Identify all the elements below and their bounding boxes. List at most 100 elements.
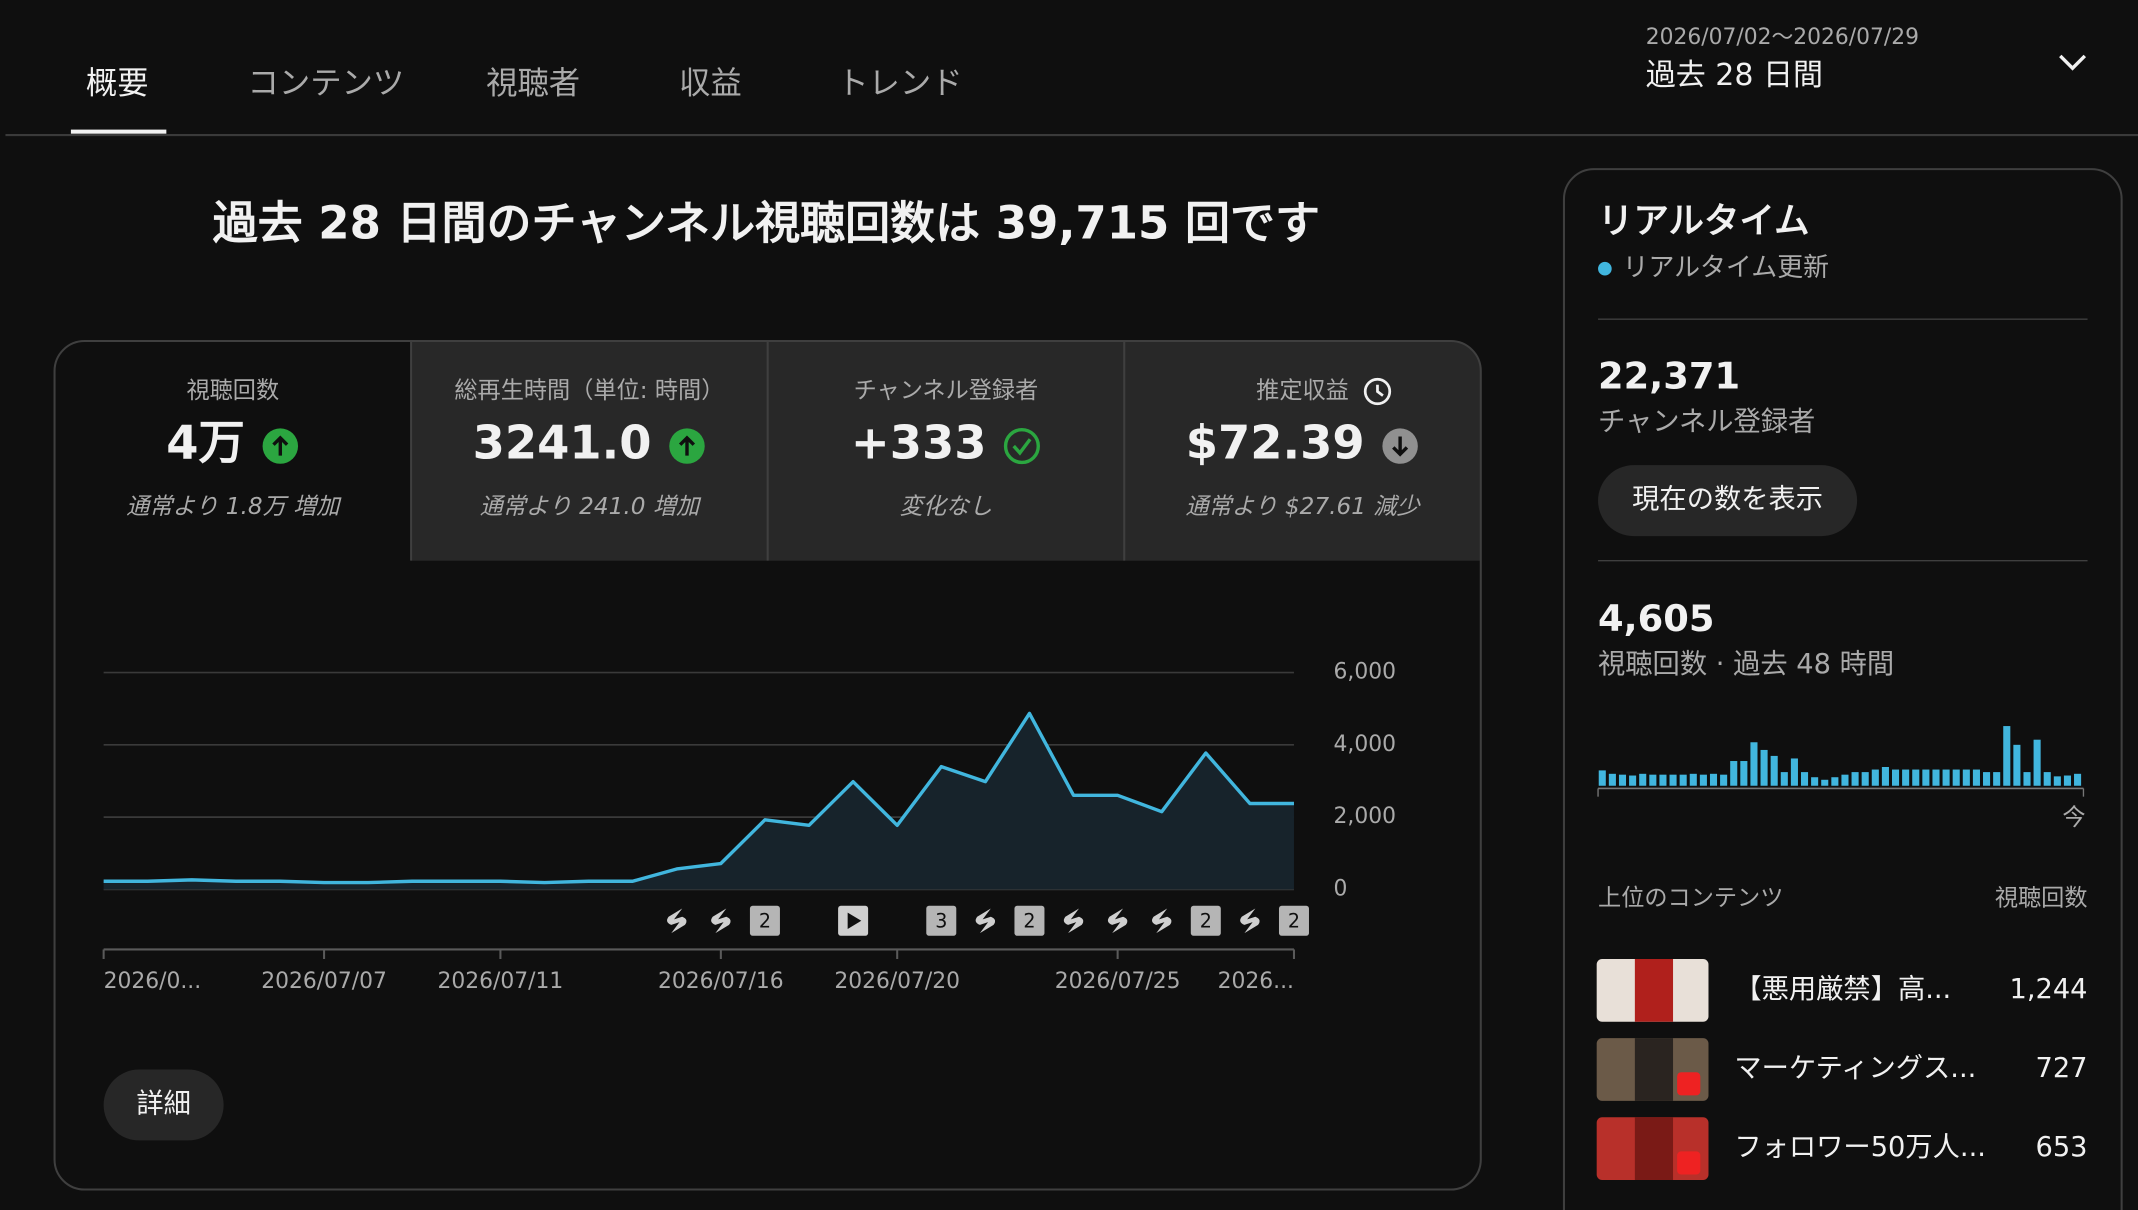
upload-marker[interactable] bbox=[1152, 908, 1172, 934]
trend-icon-up bbox=[262, 428, 299, 464]
upload-marker[interactable]: 2 bbox=[749, 905, 780, 936]
count-badge-label: 2 bbox=[759, 910, 771, 933]
clock-face bbox=[1363, 377, 1392, 406]
bar bbox=[1649, 774, 1657, 786]
upload-marker[interactable] bbox=[838, 905, 869, 936]
metric-note: 通常より $27.61 減少 bbox=[1185, 493, 1421, 520]
clock-hands bbox=[1376, 384, 1384, 397]
trend-circle bbox=[1003, 428, 1040, 465]
content-row[interactable]: 【悪用厳禁】高... 1,244 bbox=[1596, 958, 2088, 1022]
shorts-badge bbox=[1677, 1151, 1701, 1175]
upload-marker[interactable]: 2 bbox=[1278, 905, 1309, 936]
views-chart: 0 2,000 4,000 6,000 2026/0... 2026/07/07 2026/… bbox=[102, 660, 1396, 994]
shorts-icon bbox=[1152, 908, 1172, 934]
bar bbox=[1891, 769, 1900, 786]
content-views: 1,244 bbox=[2010, 974, 2088, 1005]
content-title: フォロワー50万人... bbox=[1734, 1132, 1986, 1163]
shorts-icon bbox=[975, 908, 996, 934]
upload-marker[interactable] bbox=[1240, 908, 1260, 934]
tab[interactable]: コンテンツ bbox=[247, 66, 404, 102]
bar bbox=[1669, 774, 1677, 786]
bar bbox=[1598, 770, 1606, 786]
trend-arrow bbox=[272, 435, 289, 456]
upload-marker[interactable] bbox=[667, 908, 687, 934]
upload-marker[interactable]: 2 bbox=[1014, 905, 1045, 936]
x-tick-label: 2026/07/11 bbox=[438, 969, 564, 994]
metric-tile-bg bbox=[767, 341, 1125, 561]
bar bbox=[2013, 744, 2021, 786]
count-badge bbox=[926, 905, 957, 936]
realtime-bar-chart: 今 bbox=[1597, 726, 2086, 831]
shorts-icon bbox=[667, 908, 687, 934]
content-row[interactable]: マーケティングス... 727 bbox=[1596, 1038, 2088, 1101]
metric-value: $72.39 bbox=[1186, 416, 1365, 470]
date-range-label[interactable]: 過去 28 日間 bbox=[1646, 58, 1823, 93]
x-tick-label: 2026... bbox=[1218, 969, 1294, 994]
detail-button-label[interactable]: 詳細 bbox=[136, 1088, 191, 1119]
x-tick-label: 2026/07/20 bbox=[834, 969, 960, 994]
shorts-badge bbox=[1677, 1072, 1701, 1096]
tab[interactable]: 概要 bbox=[86, 66, 149, 102]
headline: 過去 28 日間のチャンネル視聴回数は 39,715 回です bbox=[213, 196, 1320, 249]
bar bbox=[1851, 772, 1859, 786]
bar bbox=[1790, 758, 1798, 786]
realtime-title: リアルタイム bbox=[1598, 200, 1810, 241]
thumbnail-inner bbox=[1634, 1117, 1674, 1180]
show-count-label[interactable]: 現在の数を表示 bbox=[1632, 484, 1823, 515]
shorts-icon bbox=[1107, 908, 1128, 934]
upload-marker[interactable]: 3 bbox=[926, 905, 957, 936]
y-tick-label: 0 bbox=[1334, 876, 1348, 901]
bar bbox=[1831, 777, 1839, 786]
tab[interactable]: 収益 bbox=[679, 66, 742, 102]
tab[interactable]: 視聴者 bbox=[486, 66, 580, 102]
bar bbox=[1881, 766, 1889, 786]
bar bbox=[1952, 769, 1960, 786]
metric-tile-bg bbox=[411, 341, 768, 561]
bar bbox=[1912, 769, 1920, 786]
detail-button[interactable] bbox=[103, 1069, 224, 1141]
metric-backgrounds bbox=[410, 341, 1481, 561]
upload-marker[interactable] bbox=[711, 908, 731, 934]
live-dot bbox=[1598, 261, 1612, 276]
content-views: 727 bbox=[2036, 1053, 2088, 1084]
count-badge bbox=[749, 905, 780, 936]
metric-value: +333 bbox=[851, 416, 987, 470]
bar bbox=[1730, 761, 1738, 786]
bar bbox=[2033, 739, 2041, 786]
bar bbox=[1770, 755, 1778, 786]
tab-bar: 概要 コンテンツ 視聴者 収益 トレンド bbox=[70, 66, 963, 134]
upload-marker[interactable] bbox=[1063, 908, 1084, 934]
bar bbox=[1821, 779, 1829, 786]
overview-card bbox=[53, 340, 1482, 1191]
count-badge bbox=[1190, 905, 1221, 936]
area-fill bbox=[103, 713, 1294, 890]
top-content-column: 視聴回数 bbox=[1995, 884, 2088, 911]
bar bbox=[1811, 777, 1819, 786]
active-tab-indicator bbox=[70, 129, 167, 134]
subscriber-label: チャンネル登録者 bbox=[1598, 406, 1815, 437]
metric-title: 総再生時間（単位: 時間） bbox=[454, 377, 724, 404]
bar bbox=[1659, 774, 1667, 786]
count-badge bbox=[1278, 905, 1309, 936]
metric-title: チャンネル登録者 bbox=[854, 377, 1039, 404]
upload-marker[interactable] bbox=[1107, 908, 1128, 934]
trend-arrow bbox=[678, 435, 696, 456]
bar bbox=[1993, 772, 2001, 786]
x-end-label: 今 bbox=[2062, 804, 2085, 831]
bar bbox=[1861, 772, 1869, 786]
top-content-list: 【悪用厳禁】高... 1,244 マーケティングス... 727 フォロワー50万人..… bbox=[1596, 958, 2088, 1180]
shorts-icon bbox=[1240, 908, 1260, 934]
bar bbox=[1942, 769, 1950, 786]
upload-marker[interactable] bbox=[975, 908, 996, 934]
dropdown-chevron[interactable] bbox=[2059, 54, 2087, 71]
bar bbox=[1871, 769, 1879, 786]
upload-marker[interactable]: 2 bbox=[1190, 905, 1221, 936]
count-badge-label: 2 bbox=[1200, 910, 1212, 933]
line bbox=[103, 711, 1294, 885]
content-row[interactable]: フォロワー50万人... 653 bbox=[1596, 1117, 2088, 1180]
tab[interactable]: トレンド bbox=[837, 66, 962, 102]
bar bbox=[1689, 773, 1697, 786]
x-tick-label: 2026/07/16 bbox=[658, 969, 784, 994]
show-count-button[interactable] bbox=[1598, 465, 1858, 537]
